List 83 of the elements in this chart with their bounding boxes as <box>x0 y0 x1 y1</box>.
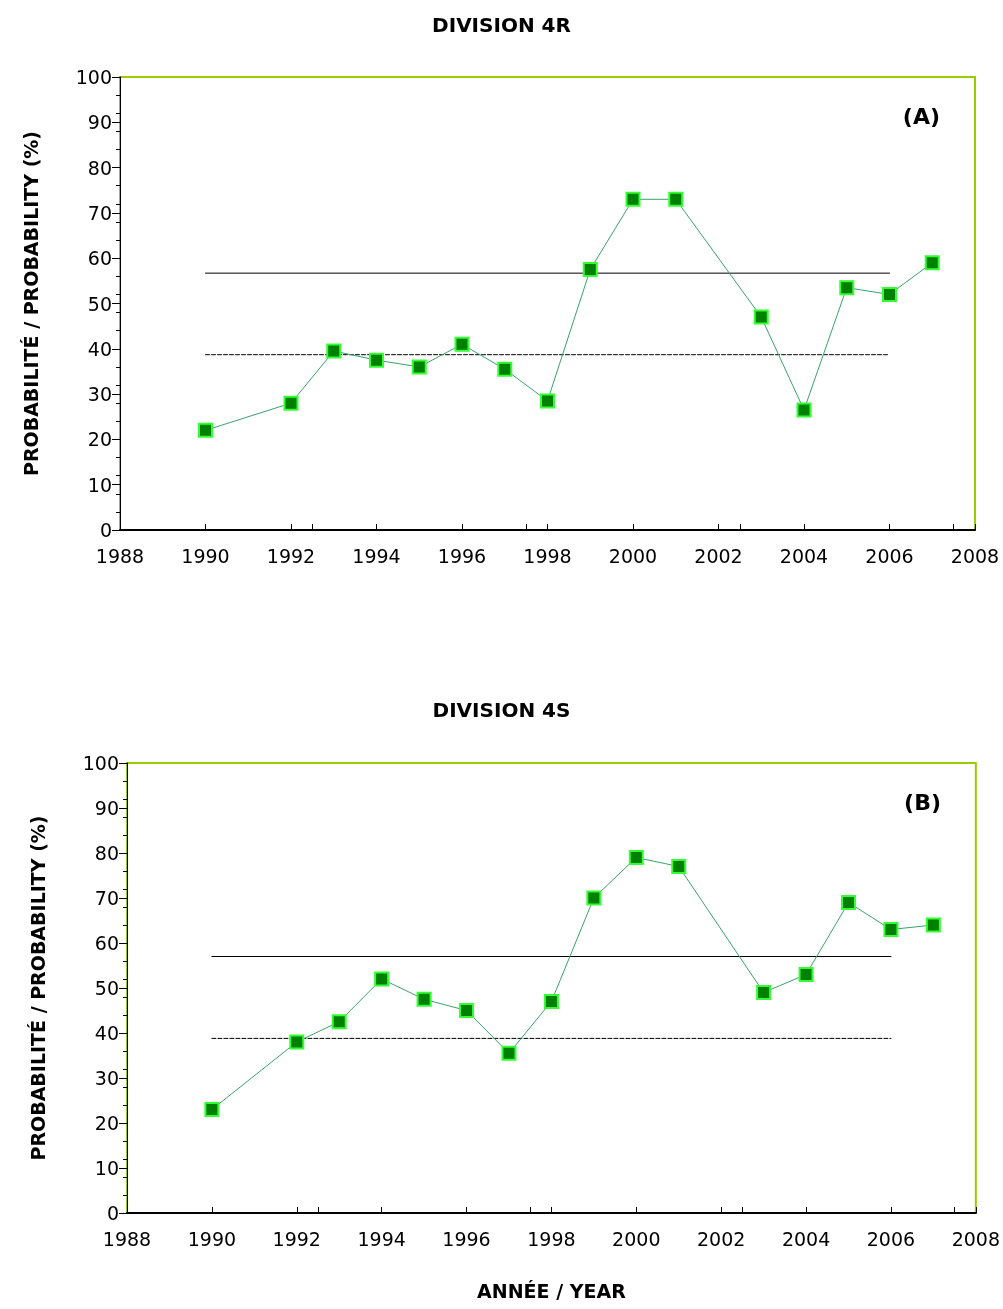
point <box>289 1034 305 1050</box>
y-tick-label: 50 <box>87 292 112 315</box>
y-tick-label: 30 <box>94 1067 119 1089</box>
point <box>540 393 555 409</box>
x-tick-label: 1994 <box>352 544 401 567</box>
x-tick-label: 1998 <box>523 544 572 567</box>
point <box>582 262 598 278</box>
x-tick-label: 2006 <box>865 544 914 567</box>
point <box>411 359 427 375</box>
x-tick-label: 1990 <box>187 1227 237 1250</box>
x-tick-label: 1992 <box>272 1227 321 1250</box>
annotation: (A) <box>902 103 940 129</box>
y-tick-label: 40 <box>94 1022 119 1044</box>
point <box>198 422 213 438</box>
x-tick-label: 1988 <box>102 1227 152 1250</box>
point <box>924 255 940 271</box>
y-tick-label: 40 <box>87 337 112 360</box>
point <box>374 971 390 987</box>
y-tick-label: 60 <box>87 247 112 270</box>
point <box>331 1014 347 1030</box>
point <box>459 1003 475 1018</box>
x-tick-label: 1992 <box>266 544 316 567</box>
y-tick-label: 60 <box>94 932 119 954</box>
x-tick-label: 2002 <box>694 544 743 567</box>
point <box>668 191 684 207</box>
point <box>796 402 812 418</box>
x-tick-label: 2004 <box>781 1227 831 1250</box>
chart-title: DIVISION 4S <box>432 698 571 722</box>
y-tick-label: 20 <box>87 428 112 451</box>
x-tick-label: 2000 <box>608 544 658 567</box>
point <box>841 895 856 910</box>
point <box>882 286 897 302</box>
y-tick-label: 0 <box>106 1202 119 1224</box>
y-tick-label: 50 <box>94 977 119 999</box>
x-tick-label: 2008 <box>950 544 1000 567</box>
point <box>543 994 559 1009</box>
point <box>671 859 687 874</box>
point <box>628 850 644 865</box>
y-axis-title: PROBABILITÉ / PROBABILITY (%) <box>19 130 42 477</box>
x-tick-label: 2008 <box>951 1227 1000 1250</box>
point <box>369 352 384 368</box>
point <box>497 361 513 377</box>
x-tick-label: 1994 <box>357 1227 406 1250</box>
x-tick-label: 1990 <box>181 544 230 567</box>
point <box>883 922 899 937</box>
y-tick-label: 100 <box>82 752 119 774</box>
y-tick-label: 30 <box>87 383 112 406</box>
point <box>839 280 855 296</box>
x-tick-label: 1998 <box>527 1227 576 1250</box>
y-tick-label: 90 <box>87 111 112 134</box>
y-tick-label: 10 <box>94 1157 119 1179</box>
x-axis-title: ANNÉE / YEAR <box>477 1279 627 1302</box>
point <box>416 991 432 1007</box>
point <box>798 967 814 982</box>
x-tick-label: 2004 <box>779 544 829 567</box>
point <box>326 343 342 359</box>
y-tick-label: 70 <box>87 201 112 224</box>
y-tick-label: 80 <box>87 156 112 179</box>
y-tick-label: 80 <box>94 842 119 864</box>
x-tick-label: 1988 <box>95 544 145 567</box>
point <box>501 1045 517 1061</box>
point <box>753 309 769 325</box>
point <box>925 917 941 933</box>
y-tick-label: 20 <box>94 1112 119 1134</box>
annotation: (B) <box>904 789 942 815</box>
x-tick-label: 2006 <box>866 1227 916 1250</box>
point <box>283 395 299 411</box>
point <box>625 191 641 207</box>
point <box>454 336 470 352</box>
x-tick-label: 2002 <box>697 1227 746 1250</box>
x-tick-label: 1996 <box>437 544 487 567</box>
y-tick-label: 0 <box>99 519 112 541</box>
x-tick-label: 1996 <box>442 1227 491 1250</box>
y-axis-title: PROBABILITÉ / PROBABILITY (%) <box>26 815 49 1161</box>
y-tick-label: 90 <box>94 797 119 819</box>
point <box>756 985 772 1000</box>
point <box>586 890 602 906</box>
chart-title: DIVISION 4R <box>432 13 571 37</box>
point <box>204 1102 220 1117</box>
y-tick-label: 100 <box>75 66 112 88</box>
y-tick-label: 70 <box>94 887 119 909</box>
y-tick-label: 10 <box>87 473 112 496</box>
x-tick-label: 2000 <box>612 1227 661 1250</box>
